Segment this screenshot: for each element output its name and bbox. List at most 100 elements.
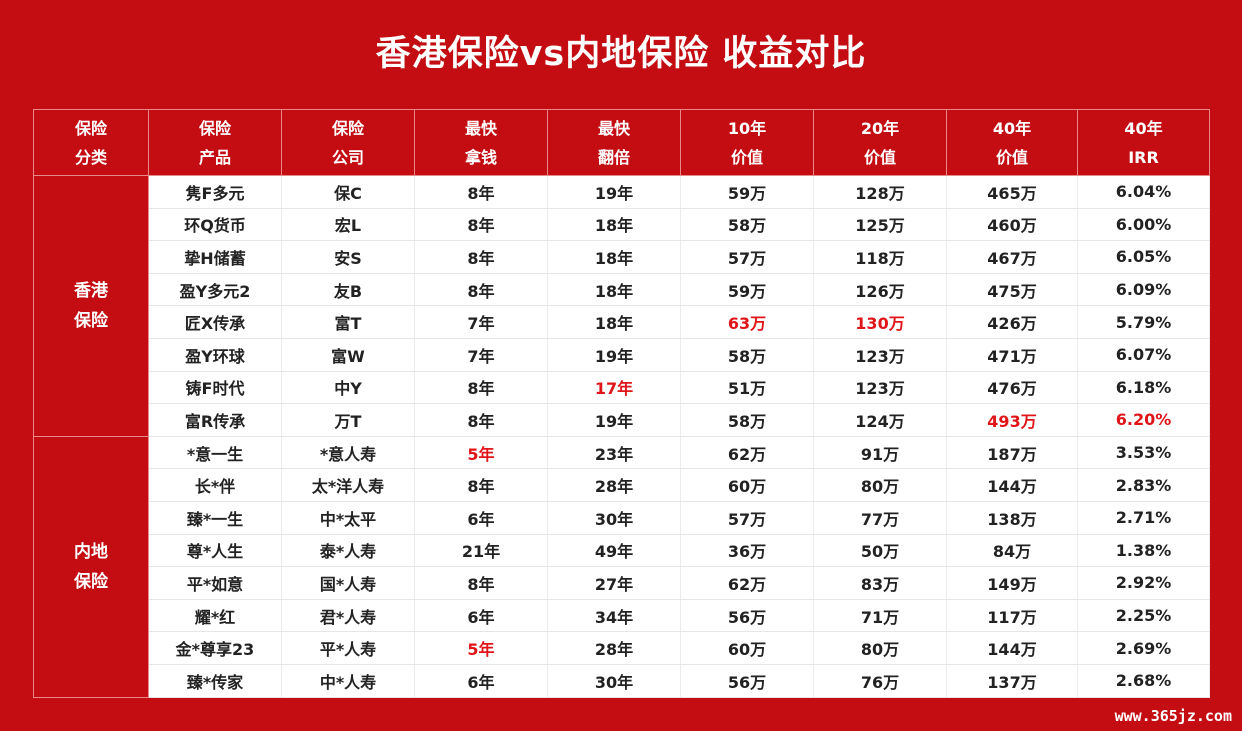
column-header-line: 翻倍 [597,147,630,167]
table-row: 铸F时代 中Y 8年 17年 51万 123万 476万 6.18% [34,371,1210,405]
table-cell: 59万 [680,175,814,209]
table-cell: 36万 [680,534,814,568]
table-cell: 8年 [414,273,548,307]
table-cell: 19年 [547,403,681,437]
column-header-line: 最快 [597,118,630,138]
table-cell: 2.92% [1077,566,1210,600]
table-cell: 83万 [813,566,947,600]
table-header: 保险 分类 保险 产品 保险 公司 最快 拿钱 最快 翻倍 10年 价值 20年 价值 40年 价值 40年 IR… [33,109,1210,176]
table-cell: 144万 [946,631,1078,665]
table-cell: 2.83% [1077,468,1210,502]
table-cell: 君*人寿 [281,599,415,633]
table-row: 富R传承 万T 8年 19年 58万 124万 493万 6.20% [34,403,1210,437]
table-cell: 58万 [680,338,814,372]
table-cell: 挚H储蓄 [148,240,282,274]
table-cell: 467万 [946,240,1078,274]
table-cell: 5年 [414,436,548,470]
table-cell: 8年 [414,175,548,209]
table-cell: 8年 [414,403,548,437]
table-cell: 8年 [414,566,548,600]
column-header-line: 40年 [1124,118,1163,138]
table-cell: 23年 [547,436,681,470]
table-row: 香港 保险 隽F多元 保C 8年 19年 59万 128万 465万 6.04% [33,175,1210,437]
table-cell: 6.07% [1077,338,1210,372]
table-cell: 5年 [414,631,548,665]
table-cell: 21年 [414,534,548,568]
table-cell: 63万 [680,305,814,339]
table-cell: 460万 [946,208,1078,242]
table-cell: 118万 [813,240,947,274]
table-cell: 144万 [946,468,1078,502]
table-cell: 30年 [547,664,681,698]
table-cell: 30年 [547,501,681,535]
column-header: 最快 拿钱 [414,109,548,176]
table-cell: 123万 [813,371,947,405]
table-cell: 2.68% [1077,664,1210,698]
table-cell: 59万 [680,273,814,307]
column-header: 保险 公司 [281,109,415,176]
table-cell: 盈Y环球 [148,338,282,372]
column-header-line: 40年 [992,118,1032,138]
table-cell: 富R传承 [148,403,282,437]
table-cell: 50万 [813,534,947,568]
table-cell: 91万 [813,436,947,470]
table-cell: 长*伴 [148,468,282,502]
table-cell: 18年 [547,208,681,242]
table-cell: 475万 [946,273,1078,307]
column-header: 10年 价值 [680,109,814,176]
table-cell: 3.53% [1077,436,1210,470]
table-cell: 2.71% [1077,501,1210,535]
table-cell: 493万 [946,403,1078,437]
table-cell: 8年 [414,468,548,502]
table-cell: 5.79% [1077,305,1210,339]
table-cell: 27年 [547,566,681,600]
table-cell: 保C [281,175,415,209]
table-cell: 56万 [680,599,814,633]
table-cell: 19年 [547,338,681,372]
table-cell: 隽F多元 [148,175,282,209]
table-row: 内地 保险 *意一生 *意人寿 5年 23年 62万 91万 187万 3.53% [33,435,1210,698]
watermark: www.365jz.com [1114,707,1232,725]
table-cell: 匠X传承 [148,305,282,339]
table-cell: 平*如意 [148,566,282,600]
table-cell: *意一生 [148,436,282,470]
table-cell: 49年 [547,534,681,568]
table-cell: 中*人寿 [281,664,415,698]
table-cell: 76万 [813,664,947,698]
category-line: 内地 [74,541,108,562]
table-cell: 富T [281,305,415,339]
category-line: 保险 [74,310,108,331]
table-row: 长*伴 太*洋人寿 8年 28年 60万 80万 144万 2.83% [34,468,1210,502]
page-title: 香港保险vs内地保险 收益对比 [375,34,867,74]
category-cell: 内地 保险 [33,435,149,698]
table-row: 平*如意 国*人寿 8年 27年 62万 83万 149万 2.92% [34,566,1210,600]
column-header-line: 保险 [198,118,231,138]
table-cell: 1.38% [1077,534,1210,568]
table-cell: 187万 [946,436,1078,470]
table-cell: 62万 [680,436,814,470]
table-row: 臻*传家 中*人寿 6年 30年 56万 76万 137万 2.68% [34,664,1210,698]
table-cell: 臻*传家 [148,664,282,698]
column-header-line: 分类 [74,147,107,167]
column-header: 40年价值 [946,109,1078,176]
table-cell: 盈Y多元2 [148,273,282,307]
column-header-line: IRR [1128,147,1159,167]
table-cell: 28年 [547,468,681,502]
table-cell: 7年 [414,338,548,372]
table-cell: 万T [281,403,415,437]
column-header-line: 价值 [863,147,896,167]
table-cell: 6.05% [1077,240,1210,274]
table-cell: 80万 [813,631,947,665]
table-cell: 34年 [547,599,681,633]
table-cell: 宏L [281,208,415,242]
column-header-line: 价值 [995,147,1028,167]
table-cell: 28年 [547,631,681,665]
table-cell: 6.09% [1077,273,1210,307]
column-header-line: 20年 [860,118,900,138]
category-line: 香港 [74,280,108,301]
table-cell: 铸F时代 [148,371,282,405]
column-header-line: 价值 [730,147,763,167]
table-cell: 8年 [414,240,548,274]
table-cell: 58万 [680,403,814,437]
column-header: 保险 分类 [33,109,149,176]
